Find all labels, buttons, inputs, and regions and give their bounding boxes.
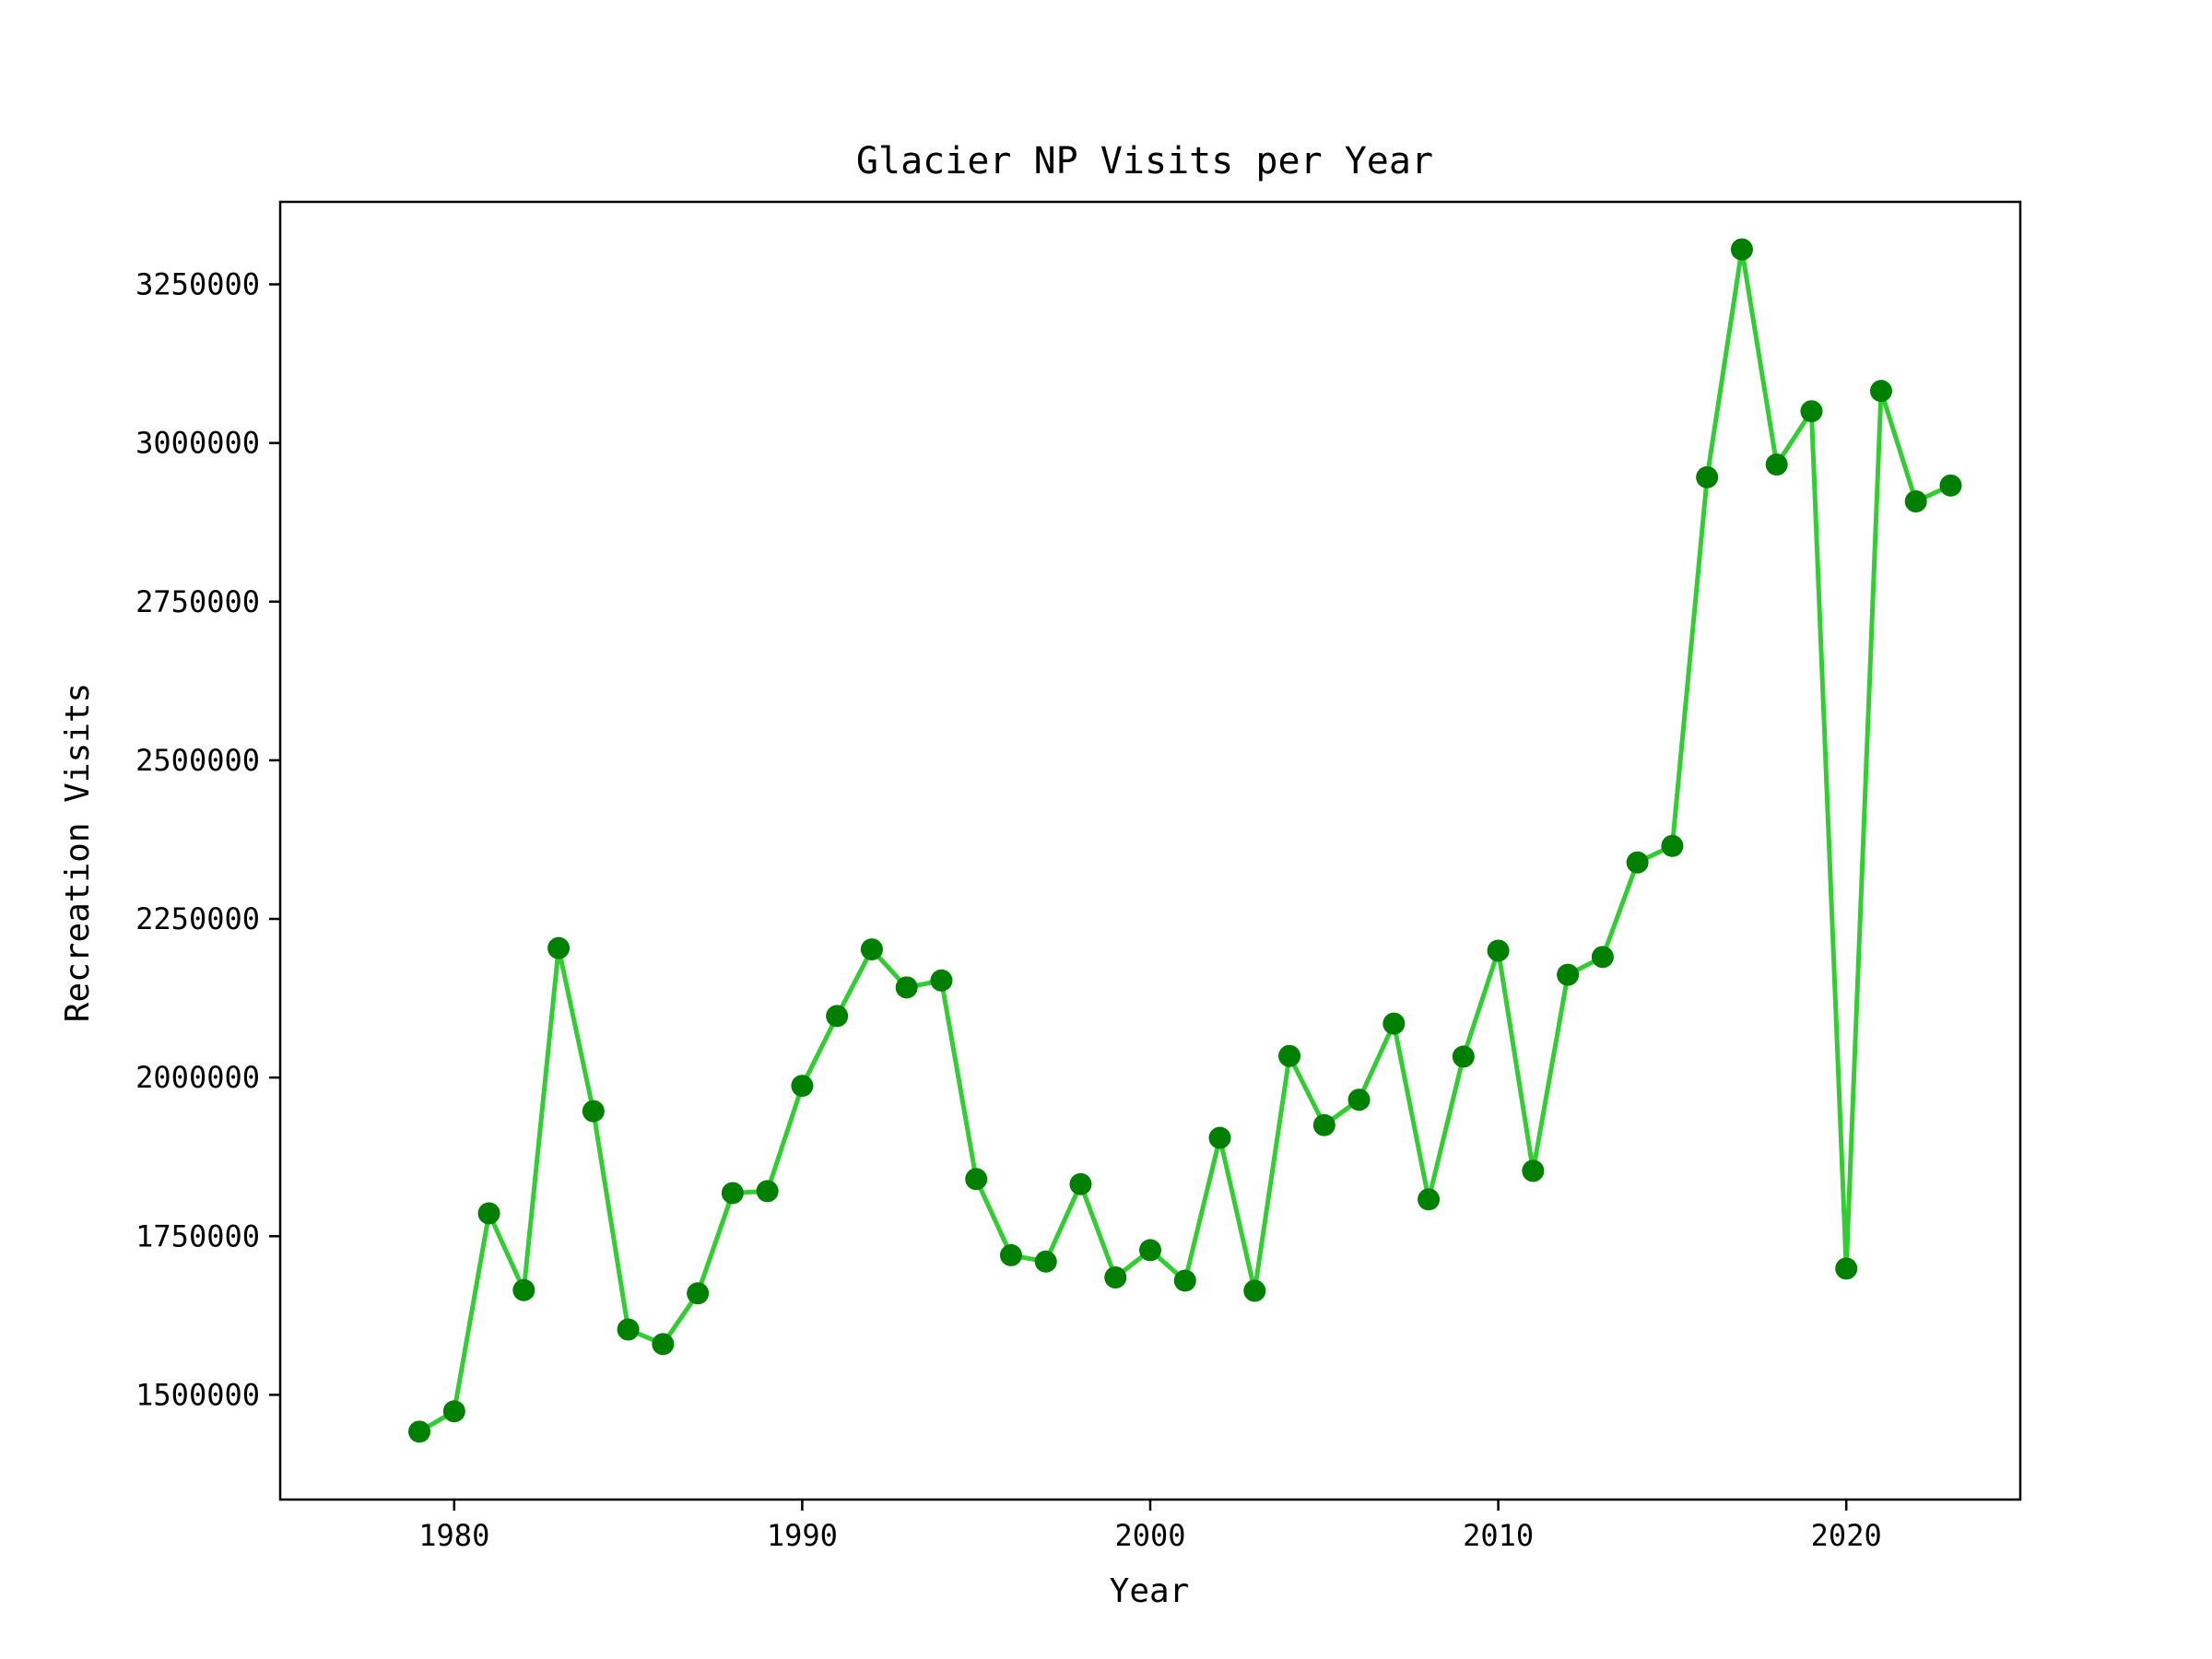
data-point xyxy=(1418,1188,1441,1211)
data-point xyxy=(1139,1239,1161,1262)
data-point xyxy=(1034,1250,1057,1273)
data-point xyxy=(1312,1113,1335,1136)
y-tick-label: 2250000 xyxy=(135,901,260,936)
data-point xyxy=(1382,1012,1406,1035)
data-point xyxy=(1278,1044,1301,1067)
plot-area xyxy=(408,238,1962,1443)
data-point xyxy=(826,1005,849,1028)
y-tick-label: 2000000 xyxy=(135,1060,260,1095)
x-axis: 1980 1990 2000 2010 2020 xyxy=(418,1500,1882,1553)
x-tick-label: 1990 xyxy=(767,1518,838,1553)
data-point xyxy=(1522,1159,1545,1182)
data-point xyxy=(1208,1126,1231,1149)
data-point xyxy=(512,1278,535,1301)
y-axis: 1500000 1750000 2000000 2250000 2500000 27500… xyxy=(135,267,280,1412)
y-tick-label: 3250000 xyxy=(135,267,260,302)
data-point xyxy=(930,969,953,992)
data-point xyxy=(1069,1172,1092,1195)
x-tick-label: 2010 xyxy=(1463,1518,1534,1553)
data-point xyxy=(1661,834,1684,857)
y-tick-label: 3000000 xyxy=(135,426,260,461)
data-point xyxy=(408,1420,431,1443)
data-point xyxy=(1904,489,1927,512)
data-point xyxy=(1800,400,1823,423)
data-point xyxy=(442,1400,465,1423)
data-point xyxy=(895,976,918,999)
data-point xyxy=(1696,465,1719,488)
data-point xyxy=(721,1182,744,1205)
data-point xyxy=(617,1318,640,1341)
data-point xyxy=(547,936,571,959)
data-point xyxy=(1939,474,1962,497)
data-point xyxy=(1487,939,1510,962)
data-point xyxy=(1730,238,1753,261)
y-tick-label: 1750000 xyxy=(135,1218,260,1253)
data-point xyxy=(1452,1045,1475,1068)
data-point xyxy=(1765,453,1788,477)
data-point xyxy=(687,1282,710,1305)
data-point xyxy=(652,1333,675,1356)
data-point xyxy=(999,1243,1022,1266)
data-point xyxy=(1626,851,1649,874)
y-tick-label: 2750000 xyxy=(135,584,260,619)
y-axis-label: Recreation Visits xyxy=(59,683,97,1022)
data-point xyxy=(1347,1088,1371,1112)
y-tick-label: 1500000 xyxy=(135,1377,260,1412)
x-tick-label: 2000 xyxy=(1114,1518,1185,1553)
data-point xyxy=(1869,380,1892,403)
data-point xyxy=(1173,1269,1196,1292)
data-point xyxy=(860,938,883,961)
data-point xyxy=(965,1168,988,1191)
data-point xyxy=(791,1075,814,1098)
data-point xyxy=(1835,1257,1858,1280)
data-point xyxy=(1104,1266,1127,1289)
data-point xyxy=(1557,963,1580,986)
data-point xyxy=(477,1202,500,1225)
x-tick-label: 1980 xyxy=(418,1518,489,1553)
x-tick-label: 2020 xyxy=(1811,1518,1882,1553)
data-point xyxy=(1243,1279,1266,1302)
x-axis-label: Year xyxy=(1110,1572,1190,1610)
data-point xyxy=(582,1100,605,1123)
data-point xyxy=(756,1180,779,1203)
data-point xyxy=(1591,946,1614,969)
chart-title: Glacier NP Visits per Year xyxy=(856,140,1433,182)
y-tick-label: 2500000 xyxy=(135,743,260,778)
